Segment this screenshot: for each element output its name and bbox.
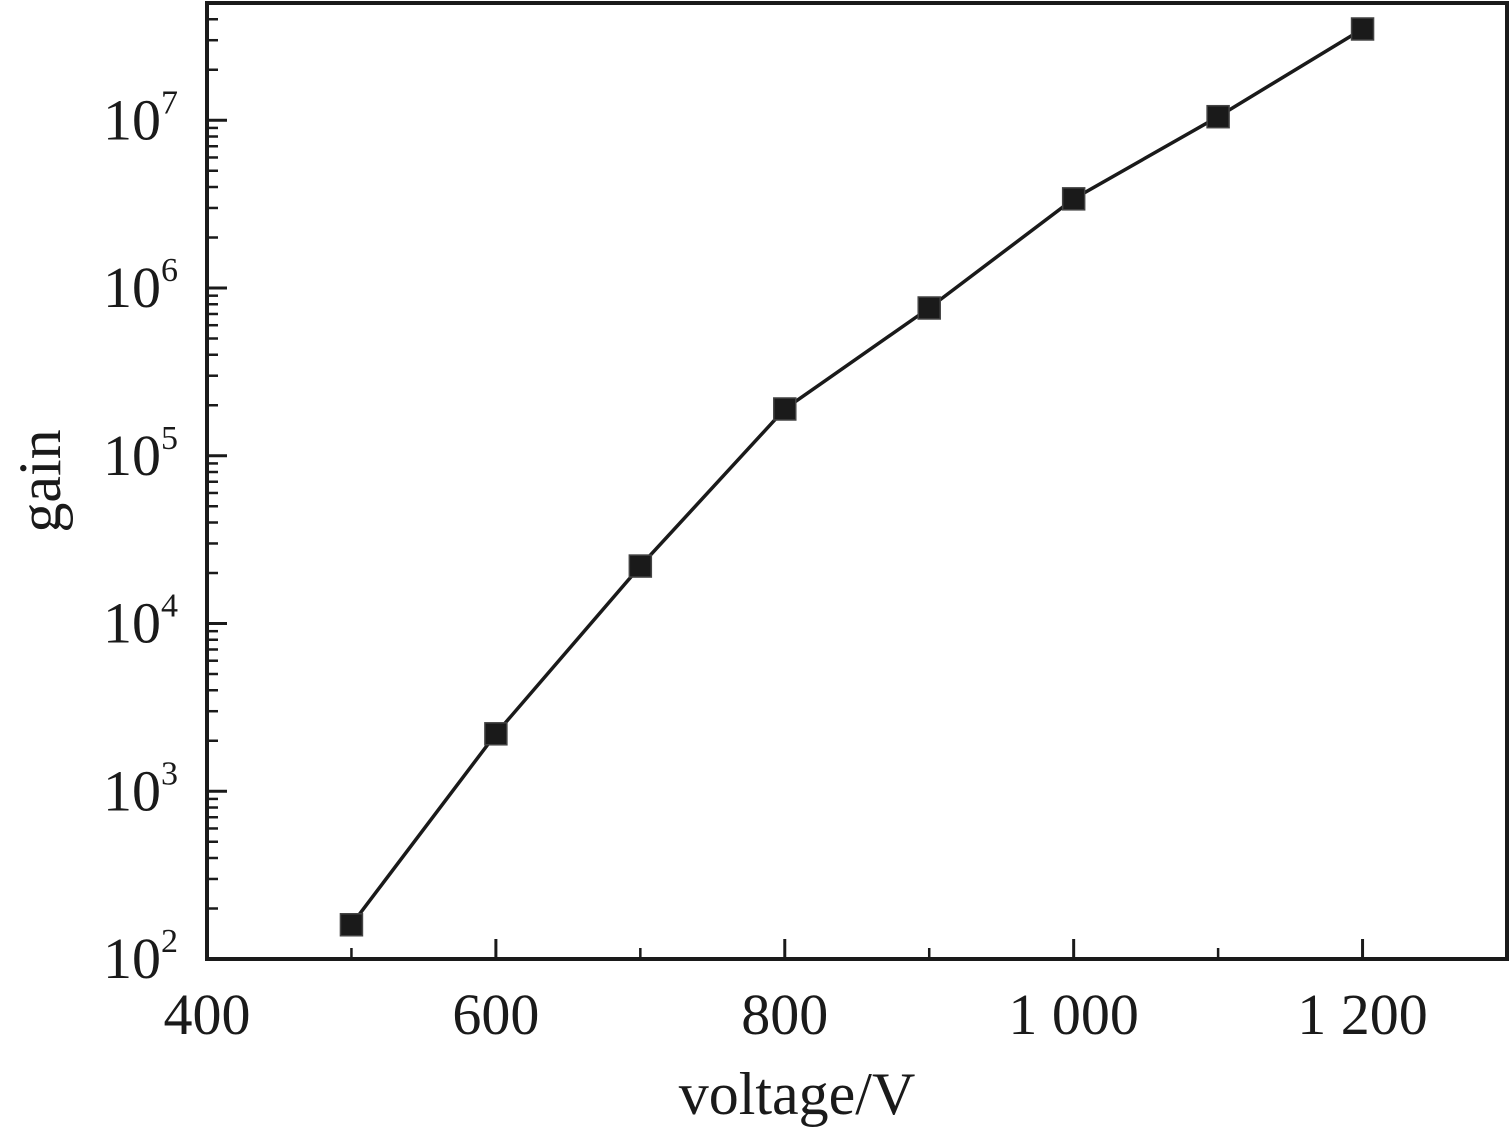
data-point-marker xyxy=(339,913,364,937)
y-minor-ticks xyxy=(207,18,218,910)
y-tick-label: 106 xyxy=(103,252,178,320)
data-point-marker xyxy=(484,722,508,746)
x-tick-label: 1 000 xyxy=(1008,982,1139,1047)
data-point-marker xyxy=(917,296,941,320)
y-tick-label: 104 xyxy=(103,588,178,656)
y-tick-label: 105 xyxy=(103,420,178,488)
series-layer xyxy=(339,17,1375,937)
x-axis-ticks: 400 600 800 1 000 1 200 xyxy=(164,939,1428,1047)
x-tick-label: 800 xyxy=(741,982,828,1047)
y-axis-ticks: 102 103 104 105 106 107 xyxy=(103,84,227,991)
x-tick-label: 400 xyxy=(164,982,251,1047)
x-tick-label: 600 xyxy=(452,982,539,1047)
y-tick-label: 103 xyxy=(103,755,178,823)
y-axis-title: gain xyxy=(7,429,73,532)
y-tick-label: 102 xyxy=(103,923,178,991)
series-line xyxy=(350,27,1364,926)
y-tick-label: 107 xyxy=(103,84,178,152)
data-point-marker xyxy=(773,397,797,421)
data-point-marker xyxy=(1061,187,1086,211)
x-axis-title: voltage/V xyxy=(679,1061,916,1127)
data-point-marker xyxy=(1206,104,1230,129)
x-tick-label: 1 200 xyxy=(1297,982,1428,1047)
data-point-marker xyxy=(1350,17,1375,41)
data-point-marker xyxy=(628,554,653,578)
plot-border xyxy=(205,1,1509,961)
plot-frame xyxy=(205,1,1509,961)
